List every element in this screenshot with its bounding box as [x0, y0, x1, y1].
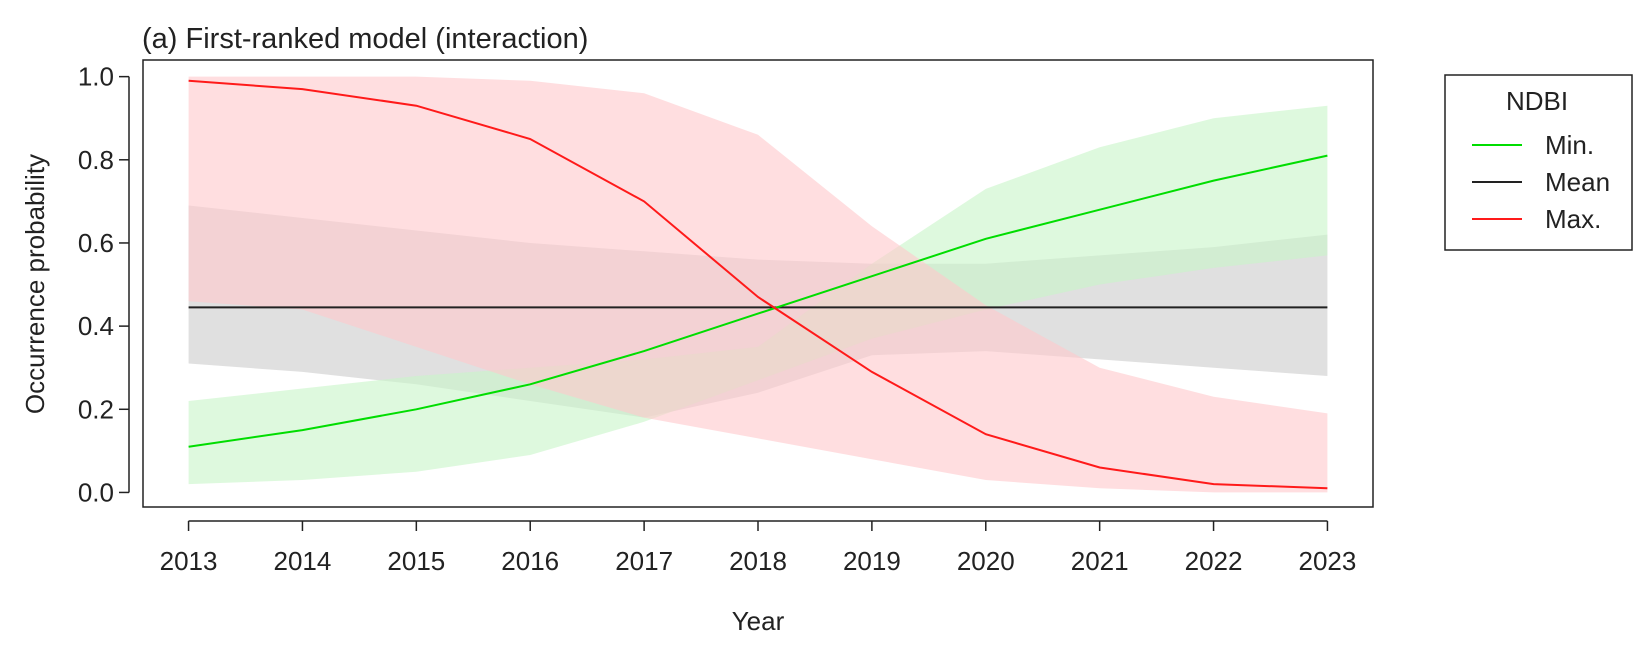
y-tick-label: 0.4 [78, 311, 114, 341]
legend-label-mean: Mean [1545, 167, 1610, 197]
x-tick-label: 2015 [387, 546, 445, 576]
confidence-bands [188, 76, 1328, 493]
chart-title: (a) First-ranked model (interaction) [142, 23, 588, 55]
legend-label-max: Max. [1545, 204, 1601, 234]
plot-frame [142, 59, 1374, 508]
series-lines [188, 79, 1328, 490]
line-min [188, 154, 1328, 448]
y-axis: 0.0 0.2 0.4 0.6 0.8 1.0 [78, 62, 130, 507]
band-max [188, 76, 1328, 493]
x-tick-label: 2016 [501, 546, 559, 576]
band-min [188, 105, 1328, 485]
y-tick-label: 0.6 [78, 228, 114, 258]
legend-label-min: Min. [1545, 130, 1594, 160]
x-tick-label: 2021 [1071, 546, 1129, 576]
y-tick-label: 0.2 [78, 394, 114, 424]
x-axis-title: Year [732, 606, 785, 636]
y-tick-label: 0.0 [78, 477, 114, 507]
x-tick-label: 2014 [274, 546, 332, 576]
legend: NDBI Min. Mean Max. [1444, 74, 1633, 251]
y-tick-label: 0.8 [78, 145, 114, 175]
x-axis: 2013 2014 2015 2016 2017 2018 2019 2020 2021 2022… [160, 520, 1357, 576]
legend-items: Min. Mean Max. [1472, 130, 1610, 234]
legend-box [1444, 74, 1633, 251]
y-tick-label: 1.0 [78, 62, 114, 92]
x-tick-label: 2017 [615, 546, 673, 576]
x-tick-label: 2013 [160, 546, 218, 576]
line-max [188, 79, 1328, 490]
legend-title: NDBI [1506, 86, 1568, 116]
x-tick-label: 2018 [729, 546, 787, 576]
x-tick-label: 2023 [1299, 546, 1357, 576]
y-axis-title: Occurrence probability [20, 154, 50, 414]
x-tick-label: 2019 [843, 546, 901, 576]
x-tick-label: 2022 [1185, 546, 1243, 576]
x-tick-label: 2020 [957, 546, 1015, 576]
